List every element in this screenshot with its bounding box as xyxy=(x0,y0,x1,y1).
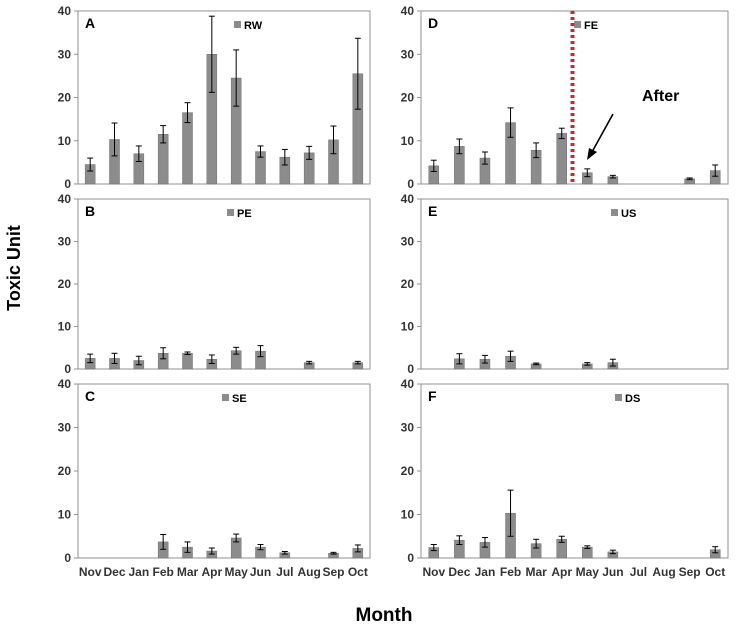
y-tick-label: 20 xyxy=(58,464,72,478)
y-tick-label: 40 xyxy=(58,4,72,18)
legend-swatch xyxy=(615,394,622,401)
y-tick-label: 20 xyxy=(58,91,72,105)
x-tick-label: Jul xyxy=(630,565,647,579)
x-tick-label: Dec xyxy=(103,565,125,579)
x-tick-label: Jan xyxy=(475,565,496,579)
plot-frame xyxy=(77,198,371,370)
x-tick-label: Apr xyxy=(201,565,222,579)
y-tick-label: 0 xyxy=(64,177,71,191)
x-tick-label: Oct xyxy=(705,565,725,579)
y-tick-label: 10 xyxy=(401,320,415,334)
annotation-arrow-head xyxy=(587,148,597,160)
x-tick-label: Mar xyxy=(177,565,199,579)
x-tick-label: Nov xyxy=(422,565,445,579)
y-tick-label: 40 xyxy=(401,4,415,18)
legend-swatch xyxy=(234,21,241,28)
legend-swatch xyxy=(574,21,581,28)
bar-mar xyxy=(182,112,193,185)
y-tick-label: 20 xyxy=(401,464,415,478)
x-tick-label: Oct xyxy=(348,565,368,579)
panel-letter: E xyxy=(428,203,437,219)
legend-label: DS xyxy=(625,393,640,405)
y-tick-label: 0 xyxy=(407,551,414,565)
y-tick-label: 30 xyxy=(58,235,72,249)
legend-swatch xyxy=(227,209,234,216)
annotation-after: After xyxy=(642,88,679,105)
y-tick-label: 10 xyxy=(401,508,415,522)
x-tick-label: Aug xyxy=(652,565,675,579)
x-tick-label: Mar xyxy=(525,565,547,579)
panel-d: 0 10 20 30 40 D FE After xyxy=(401,4,729,191)
y-tick-label: 20 xyxy=(401,91,415,105)
y-tick-label: 10 xyxy=(58,508,72,522)
x-tick-label: May xyxy=(224,565,248,579)
x-tick-label: Apr xyxy=(551,565,572,579)
x-tick-label: May xyxy=(576,565,600,579)
panel-a: 0 10 20 30 40 A RW xyxy=(58,4,371,191)
plot-frame xyxy=(420,383,729,559)
plot-frame xyxy=(77,10,371,185)
annotation-arrow-shaft xyxy=(591,113,614,153)
panel-letter: A xyxy=(85,15,95,31)
y-tick-label: 40 xyxy=(58,192,72,206)
legend-label: US xyxy=(621,208,636,220)
panel-letter: F xyxy=(428,388,437,404)
y-tick-label: 0 xyxy=(407,177,414,191)
x-tick-label: Dec xyxy=(448,565,470,579)
x-tick-label: Feb xyxy=(500,565,521,579)
panel-letter: D xyxy=(428,15,438,31)
x-axis-title: Month xyxy=(356,605,413,626)
x-tick-label: Jan xyxy=(128,565,149,579)
x-tick-label: Jun xyxy=(602,565,623,579)
y-tick-label: 20 xyxy=(401,277,415,291)
panel-e: 0 10 20 30 40 E US xyxy=(401,192,729,376)
legend-label: FE xyxy=(584,20,598,32)
plot-frame xyxy=(77,383,371,559)
panel-f: 0 10 20 30 40 Nov Dec Jan Feb Mar Apr May Jun Jul Aug S… xyxy=(401,377,729,579)
y-axis-title: Toxic Unit xyxy=(4,225,24,311)
x-tick-label: Sep xyxy=(679,565,701,579)
x-tick-label: Jul xyxy=(276,565,293,579)
panel-letter: B xyxy=(85,203,95,219)
y-tick-label: 20 xyxy=(58,277,72,291)
y-tick-label: 30 xyxy=(58,421,72,435)
y-tick-label: 40 xyxy=(401,192,415,206)
y-tick-label: 10 xyxy=(58,320,72,334)
y-tick-label: 10 xyxy=(401,134,415,148)
x-tick-label: Nov xyxy=(79,565,102,579)
legend-label: SE xyxy=(232,393,247,405)
y-tick-label: 30 xyxy=(58,47,72,61)
x-tick-label: Sep xyxy=(322,565,344,579)
y-tick-label: 40 xyxy=(401,377,415,391)
x-tick-label: Jun xyxy=(250,565,271,579)
legend-label: RW xyxy=(244,20,263,32)
y-tick-label: 0 xyxy=(407,362,414,376)
y-tick-label: 0 xyxy=(64,551,71,565)
plot-frame xyxy=(420,198,729,370)
y-tick-label: 30 xyxy=(401,235,415,249)
y-tick-label: 0 xyxy=(64,362,71,376)
y-tick-label: 10 xyxy=(58,134,72,148)
x-tick-label: Aug xyxy=(298,565,321,579)
bar-apr xyxy=(556,133,567,185)
panel-letter: C xyxy=(85,388,95,404)
panel-b: 0 10 20 30 40 B PE xyxy=(58,192,371,376)
y-tick-label: 30 xyxy=(401,47,415,61)
legend-swatch xyxy=(222,394,229,401)
legend-swatch xyxy=(611,209,618,216)
x-tick-label: Feb xyxy=(152,565,173,579)
y-tick-label: 30 xyxy=(401,421,415,435)
bar-mar xyxy=(182,353,193,370)
legend-label: PE xyxy=(237,208,252,220)
y-tick-label: 40 xyxy=(58,377,72,391)
